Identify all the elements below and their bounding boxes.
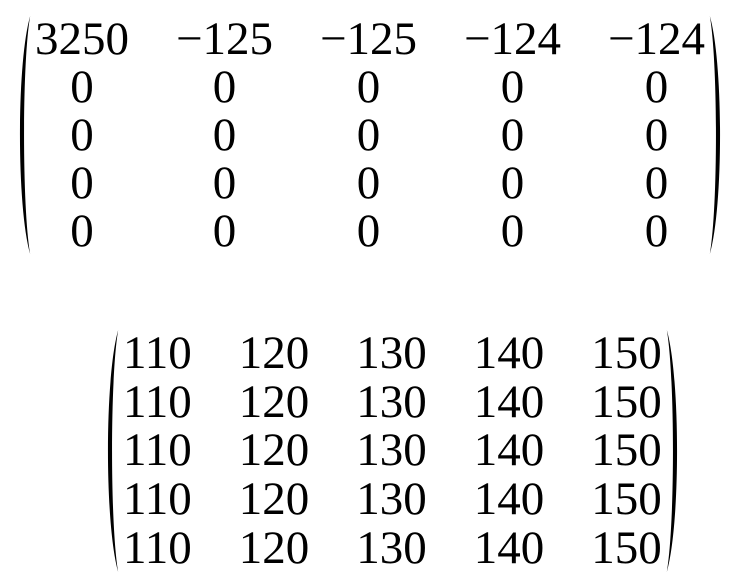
- matrix-2-cells: 110 120 130 140 150 110 120 130 140 150 110 120 130 1…: [120, 329, 665, 573]
- matrix-cell: 140: [473, 522, 545, 575]
- matrix-cell: 0: [644, 108, 669, 161]
- matrix-cell: 0: [212, 156, 237, 209]
- matrix-cell: −125: [176, 12, 274, 65]
- matrix-cell: 120: [238, 473, 310, 526]
- matrix-cell: 120: [238, 522, 310, 575]
- matrix-cell: 110: [123, 326, 192, 379]
- matrix-cell: 0: [644, 204, 669, 257]
- matrix-cell: 0: [356, 108, 381, 161]
- matrix-cell: 140: [473, 424, 545, 477]
- matrix-cell: 130: [356, 375, 427, 428]
- matrix-cell: 0: [212, 60, 237, 113]
- matrix-cell: 140: [473, 473, 545, 526]
- matrix-cell: 150: [591, 326, 662, 379]
- matrix-cell: 150: [591, 375, 662, 428]
- matrix-cell: 140: [473, 326, 545, 379]
- matrix-1: 3250 −125 −125 −124 −124 0 0 0 0 0 0 0 0 0 0 0 0 0 0 0 0 0 0 0 0: [12, 15, 728, 255]
- matrix-cell: 0: [212, 108, 237, 161]
- matrix-cell: 130: [356, 326, 427, 379]
- matrix-cell: 150: [591, 424, 662, 477]
- matrix-cell: 0: [70, 108, 94, 161]
- matrix-cell: 130: [356, 473, 427, 526]
- matrix-cell: 0: [70, 204, 94, 257]
- matrix-cell: 130: [356, 522, 427, 575]
- matrix-cell: −124: [608, 12, 706, 65]
- matrix-cell: −125: [320, 12, 418, 65]
- matrix-cell: 0: [356, 204, 381, 257]
- matrix-cell: 110: [123, 522, 192, 575]
- matrix-cell: 0: [644, 60, 669, 113]
- matrix-cell: 0: [500, 204, 525, 257]
- right-parenthesis-icon: [665, 329, 685, 573]
- matrix-cell: 0: [500, 156, 525, 209]
- matrix-cell: 110: [123, 473, 192, 526]
- matrix-cell: 150: [591, 522, 662, 575]
- matrix-cell: 120: [238, 424, 310, 477]
- matrix-cell: 3250: [35, 12, 129, 65]
- left-parenthesis-icon: [12, 15, 32, 255]
- matrix-cell: 150: [591, 473, 662, 526]
- matrix-cell: 130: [356, 424, 427, 477]
- matrix-cell: 0: [500, 60, 525, 113]
- matrix-cell: 0: [356, 60, 381, 113]
- matrix-cell: 0: [70, 156, 94, 209]
- matrix-cell: 120: [238, 375, 310, 428]
- matrix-cell: 120: [238, 326, 310, 379]
- matrix-1-cells: 3250 −125 −125 −124 −124 0 0 0 0 0 0 0 0 0 0 0 0 0 0 0 0 0 0 0 0: [32, 15, 708, 255]
- matrix-cell: 0: [70, 60, 94, 113]
- matrix-cell: 140: [473, 375, 545, 428]
- right-parenthesis-icon: [708, 15, 728, 255]
- matrix-cell: 110: [123, 424, 192, 477]
- matrix-2: 110 120 130 140 150 110 120 130 140 150 110 120 130 1…: [100, 329, 685, 573]
- matrix-cell: 0: [356, 156, 381, 209]
- matrix-cell: −124: [464, 12, 562, 65]
- matrix-cell: 0: [644, 156, 669, 209]
- matrix-cell: 110: [123, 375, 192, 428]
- matrix-cell: 0: [500, 108, 525, 161]
- matrix-cell: 0: [212, 204, 237, 257]
- left-parenthesis-icon: [100, 329, 120, 573]
